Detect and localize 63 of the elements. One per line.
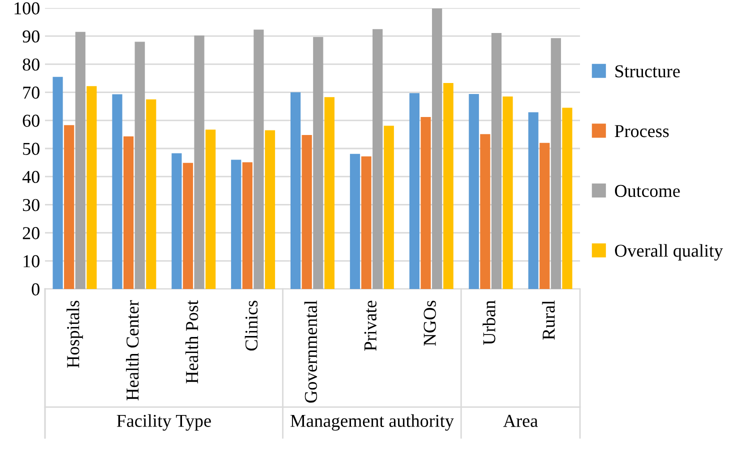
bar — [324, 97, 334, 289]
x-tick-label: Health Center — [126, 300, 139, 400]
legend-label: Overall quality — [614, 244, 723, 261]
y-tick-label: 90 — [22, 30, 40, 43]
bar — [361, 156, 372, 289]
bar — [432, 8, 442, 289]
text: Facility Type — [116, 414, 211, 431]
bar — [468, 94, 479, 289]
bar — [443, 83, 454, 289]
bar — [123, 136, 134, 289]
bar — [172, 153, 182, 289]
bar — [384, 126, 394, 289]
x-tick-label: Clinics — [244, 300, 258, 351]
text: Area — [503, 414, 538, 427]
x-tick-label: Urban — [482, 300, 496, 345]
bar — [206, 130, 216, 289]
bar — [64, 125, 74, 289]
x-tick-label: Governmental — [304, 300, 318, 403]
y-tick-label: 80 — [22, 58, 40, 71]
y-tick-label: 30 — [22, 198, 40, 212]
bar — [550, 38, 561, 289]
bar — [75, 32, 86, 289]
x-tick-label: Hospitals — [66, 300, 83, 368]
y-tick-label: 70 — [23, 86, 40, 99]
y-tick-label: 0 — [32, 283, 40, 296]
y-tick-label: 100 — [14, 2, 40, 14]
bar — [146, 99, 156, 289]
bar — [86, 86, 97, 289]
bar — [409, 93, 420, 289]
bar — [231, 160, 242, 289]
bar — [112, 94, 122, 289]
legend-label: Outcome — [614, 184, 680, 198]
bar — [502, 96, 513, 289]
bar — [528, 112, 538, 289]
bar — [372, 29, 383, 289]
bar — [350, 154, 360, 289]
x-tick-label: Health Post — [185, 300, 198, 384]
legend-label: Process — [614, 125, 669, 138]
bar — [182, 162, 194, 289]
bar — [52, 76, 63, 289]
bar — [302, 135, 312, 289]
bar — [242, 162, 252, 289]
y-tick-label: 60 — [22, 114, 40, 127]
bar — [313, 36, 324, 289]
bar — [290, 92, 301, 289]
bar — [480, 134, 490, 289]
bar — [540, 142, 550, 289]
legend-label: Structure — [615, 65, 680, 78]
x-tick-label: Rural — [542, 300, 555, 340]
y-tick-label: 40 — [22, 170, 40, 184]
text: Management authority — [290, 414, 454, 431]
y-tick-label: 10 — [24, 255, 40, 268]
y-tick-label: 20 — [22, 227, 40, 240]
bar — [254, 30, 264, 289]
bar — [562, 108, 572, 289]
bar — [491, 33, 502, 289]
x-tick-label: Private — [364, 300, 376, 351]
x-tick-label: NGOs — [424, 300, 436, 346]
bar — [194, 36, 204, 289]
bar — [420, 117, 431, 289]
bar — [264, 130, 276, 289]
bar — [134, 42, 145, 289]
y-tick-label: 50 — [23, 142, 40, 155]
